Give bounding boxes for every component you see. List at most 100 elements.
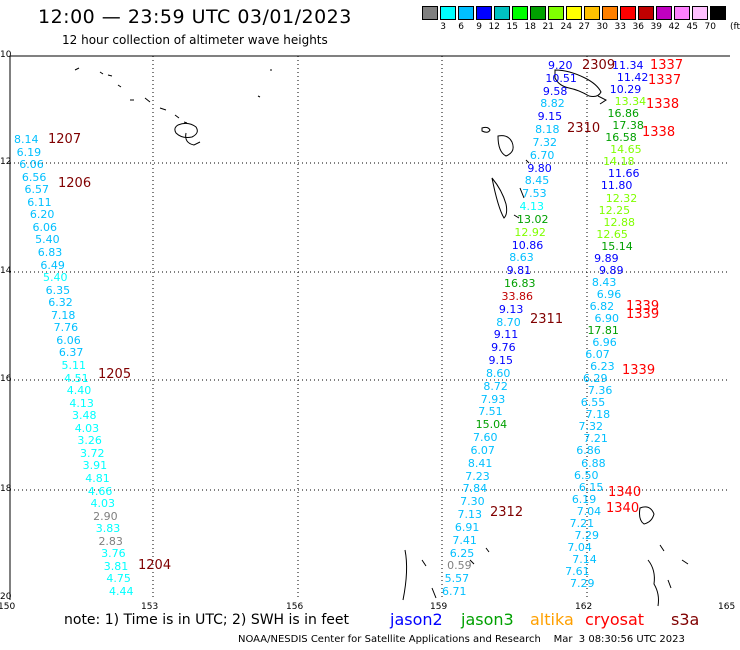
wave-height-value: 7.23 [465,469,490,483]
satellite-legend-s3a: s3a [671,610,700,629]
scale-label: 24 [560,22,572,32]
wave-height-value: 6.56 [21,170,47,184]
wave-height-value: 7.04 [567,540,592,554]
scale-label: 39 [650,22,662,32]
scale-swatch [602,6,618,20]
wave-height-value: 6.15 [578,480,604,494]
wave-height-value: 6.90 [594,311,620,325]
wave-height-value: 4.75 [106,572,131,586]
pass-id-label: 1207 [48,132,82,147]
pass-id-label: 1205 [98,367,132,382]
wave-height-value: 4.51 [64,371,89,385]
wave-height-value: 8.18 [535,123,560,137]
latitude-tick-label: 12 [0,157,12,167]
wave-height-value: 6.35 [45,283,71,297]
wave-height-value: 17.81 [587,324,619,338]
satellite-legend-jason3: jason3 [461,610,514,629]
wave-height-value: 12.32 [605,191,638,205]
wave-height-value: 2.83 [98,534,123,548]
wave-height-value: 12.25 [598,203,631,217]
scale-swatch [530,6,546,20]
scale-swatch [674,6,690,20]
wave-height-value: 5.11 [61,359,87,372]
wave-height-value: 9.13 [498,302,524,316]
pass-id-label: 2309 [582,58,616,73]
scale-swatch [584,6,600,20]
wave-height-value: 6.19 [571,492,597,506]
latitude-tick-label: 14 [0,266,12,276]
wave-height-value: 11.80 [600,179,633,193]
wave-height-value: 3.76 [101,547,126,561]
wave-height-value: 9.89 [594,251,619,265]
footer-note: note: 1) Time is in UTC; 2) SWH is in fe… [64,612,350,628]
wave-height-value: 16.83 [504,277,536,291]
wave-height-value: 7.53 [522,187,547,201]
scale-swatch [494,6,510,20]
longitude-tick-label: 165 [718,602,736,612]
latitude-tick-label: 10 [0,50,12,60]
wave-height-value: 17.38 [612,119,644,133]
scale-label: 33 [614,22,626,32]
latitude-tick-label: 18 [0,484,12,494]
wave-height-value: 6.96 [592,336,617,350]
wave-height-value: 8.45 [524,174,550,188]
wave-height-value: 7.76 [53,321,79,335]
map-frame [9,55,730,600]
wave-height-value: 11.66 [607,167,640,181]
scale-swatch [512,6,528,20]
color-scale-unit: (ft) [730,22,740,32]
wave-height-value: 5.57 [444,572,470,586]
wave-height-value: 4.40 [66,384,92,398]
scale-label: 36 [632,22,644,32]
wave-height-value: 10.29 [609,83,642,97]
wave-height-value: 9.81 [506,264,532,278]
wave-height-value: 9.58 [542,84,568,98]
satellite-legend-jason2: jason2 [390,610,443,629]
scale-label: 6 [458,22,464,32]
wave-height-value: 6.55 [580,396,606,410]
wave-height-value: 6.07 [470,443,495,457]
wave-height-value: 6.57 [24,183,50,197]
wave-height-value: 8.14 [14,133,39,146]
wave-height-value: 6.91 [454,520,480,534]
wave-height-value: 12.88 [603,215,635,229]
pass-id-label: 1339 [626,299,660,314]
scale-label: 9 [476,22,482,32]
pass-id-label: 1206 [58,176,92,191]
wave-height-value: 7.61 [565,564,590,578]
wave-height-value: 8.82 [540,97,565,111]
longitude-tick-label: 162 [575,602,593,612]
wave-height-value: 6.25 [449,546,475,560]
coastlines [74,67,689,607]
scale-swatch [710,6,726,20]
wave-height-value: 6.06 [19,158,44,172]
wave-height-value: 9.11 [493,328,519,342]
wave-height-value: 6.70 [529,148,555,162]
wave-height-value: 6.06 [56,333,81,347]
wave-height-value: 7.04 [576,504,602,518]
wave-height-value: 5.40 [35,233,60,247]
wave-height-value: 7.14 [572,552,597,566]
wave-height-value: 6.83 [37,246,63,259]
wave-height-value: 6.49 [40,258,65,272]
pass-id-label: 1340 [608,485,642,500]
wave-height-value: 7.18 [585,408,611,422]
wave-height-value: 7.18 [50,308,76,322]
map-subtitle: 12 hour collection of altimeter wave hei… [62,33,328,47]
wave-height-value: 6.71 [442,585,467,598]
wave-height-value: 6.29 [582,372,608,386]
wave-height-value: 8.41 [467,456,493,470]
wave-height-value: 2.90 [93,509,118,523]
wave-height-value: 6.11 [27,195,52,209]
wave-height-value: 4.03 [90,497,116,511]
pass-id-label: 1339 [622,363,656,378]
pass-id-label: 1338 [642,125,676,140]
wave-height-value: 8.43 [591,275,617,289]
longitude-tick-label: 156 [286,602,304,612]
longitude-tick-label: 159 [430,602,448,612]
map-title: 12:00 — 23:59 UTC 03/01/2023 [38,6,352,28]
pass-id-label: 2312 [490,505,524,520]
wave-height-value: 6.82 [589,299,615,313]
scale-swatch [566,6,582,20]
